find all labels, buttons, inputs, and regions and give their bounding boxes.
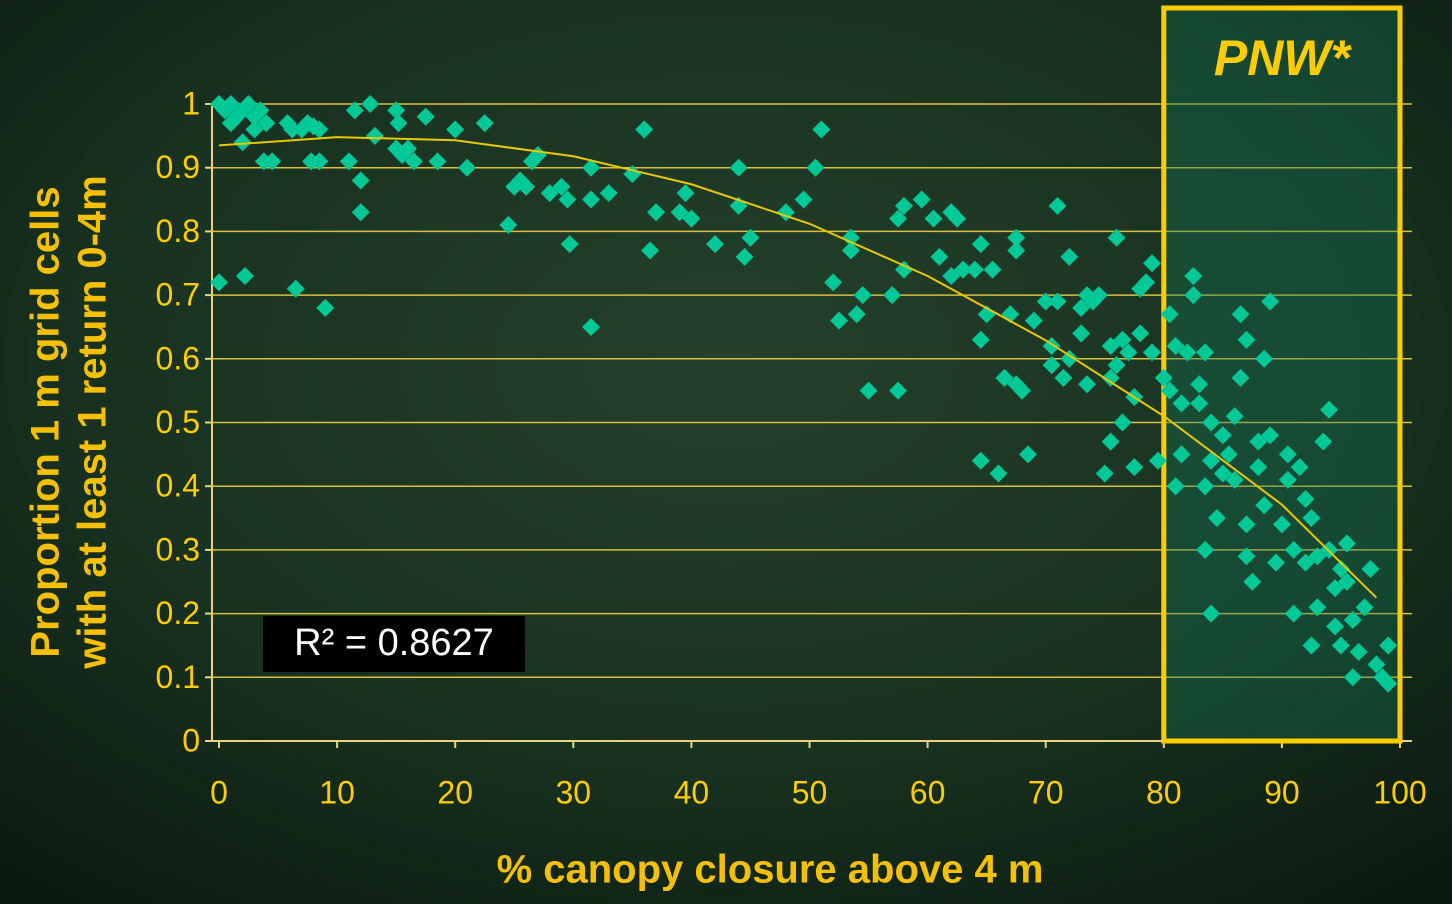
y-tick-label: 0.8 (156, 213, 200, 249)
y-tick-label: 0.3 (156, 531, 200, 567)
y-tick-label: 0 (182, 722, 200, 758)
y-axis-title: Proportion 1 m grid cells (24, 186, 68, 657)
x-tick-label: 80 (1146, 774, 1182, 810)
y-tick-label: 0.5 (156, 404, 200, 440)
x-tick-label: 40 (674, 774, 710, 810)
x-tick-label: 90 (1264, 774, 1300, 810)
x-tick-label: 0 (210, 774, 228, 810)
x-tick-label: 10 (319, 774, 355, 810)
y-tick-label: 1 (182, 85, 200, 121)
y-tick-label: 0.7 (156, 277, 200, 313)
highlight-box (1164, 8, 1400, 741)
y-tick-label: 0.2 (156, 595, 200, 631)
y-tick-label: 0.9 (156, 149, 200, 185)
y-tick-label: 0.4 (156, 468, 200, 504)
y-tick-label: 0.1 (156, 659, 200, 695)
x-tick-label: 20 (437, 774, 473, 810)
x-tick-label: 30 (556, 774, 592, 810)
chart: 00.10.20.30.40.50.60.70.80.9101020304050… (0, 0, 1452, 904)
x-axis-title: % canopy closure above 4 m (497, 848, 1044, 892)
y-tick-label: 0.6 (156, 340, 200, 376)
highlight-label: PNW* (1214, 30, 1353, 86)
x-tick-label: 50 (792, 774, 828, 810)
annotation: R² = 0.8627 (294, 622, 494, 664)
x-tick-label: 70 (1028, 774, 1064, 810)
x-tick-label: 100 (1373, 774, 1426, 810)
x-tick-label: 60 (910, 774, 946, 810)
y-axis-title: with at least 1 return 0-4m (71, 175, 115, 669)
